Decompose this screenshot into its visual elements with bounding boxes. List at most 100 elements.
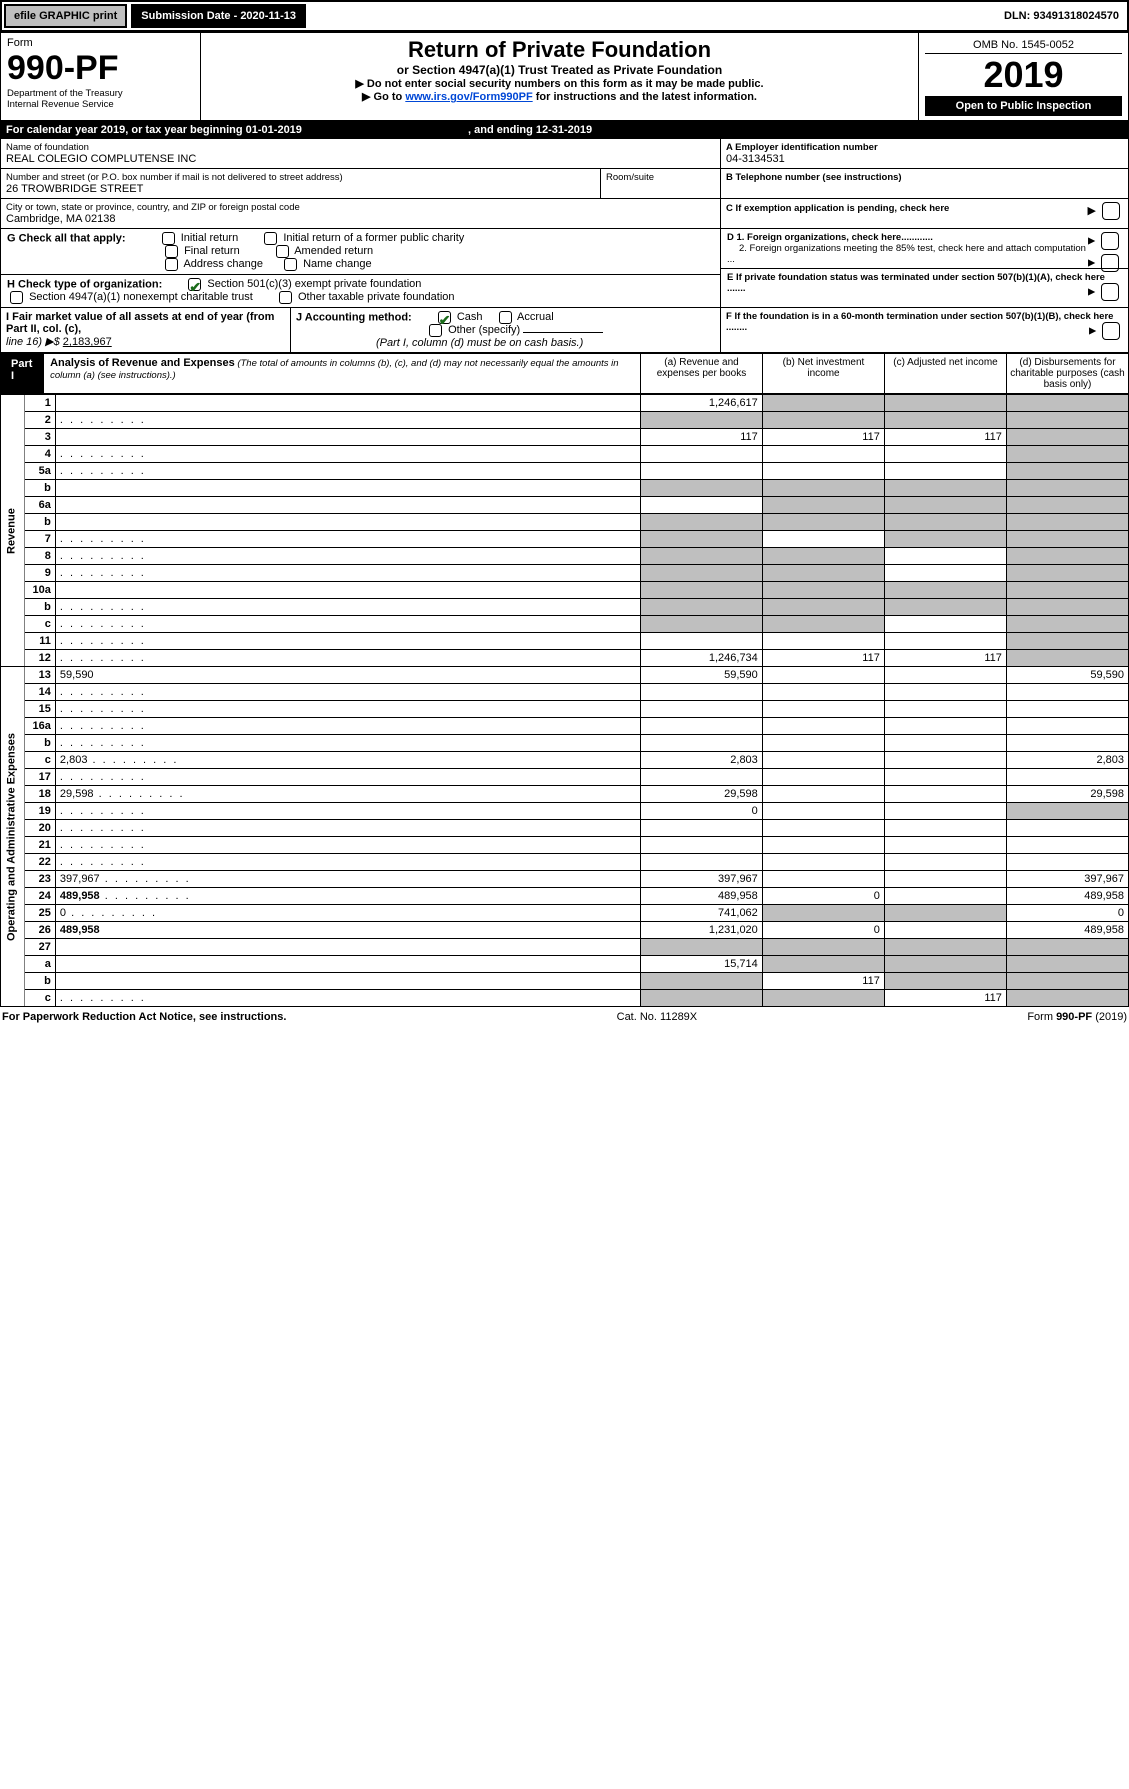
- row-desc: [55, 548, 640, 565]
- row-number: 5a: [25, 463, 56, 480]
- cell-b: [762, 786, 884, 803]
- table-row: b: [1, 599, 1129, 616]
- g-address-change-checkbox[interactable]: [165, 258, 178, 271]
- cell-d: [1006, 548, 1128, 565]
- table-row: a15,714: [1, 956, 1129, 973]
- cell-d: [1006, 803, 1128, 820]
- cell-c: [884, 582, 1006, 599]
- cell-d: [1006, 820, 1128, 837]
- efile-print-button[interactable]: efile GRAPHIC print: [4, 4, 127, 28]
- row-desc: [55, 412, 640, 429]
- row-number: c: [25, 752, 56, 769]
- cell-b: [762, 480, 884, 497]
- g-opt-0: Initial return: [181, 232, 238, 244]
- cell-c: [884, 820, 1006, 837]
- row-number: 21: [25, 837, 56, 854]
- h-other-taxable-checkbox[interactable]: [279, 291, 292, 304]
- row-desc: 397,967: [55, 871, 640, 888]
- cell-c: [884, 854, 1006, 871]
- row-desc: 489,958: [55, 922, 640, 939]
- c-label: C If exemption application is pending, c…: [726, 203, 949, 214]
- cell-d: [1006, 990, 1128, 1007]
- city-state-zip: Cambridge, MA 02138: [6, 213, 715, 225]
- j-cash-label: Cash: [457, 311, 483, 323]
- h-opt-2: Section 4947(a)(1) nonexempt charitable …: [29, 291, 253, 303]
- cell-b: [762, 990, 884, 1007]
- row-desc: [55, 565, 640, 582]
- h-501c3-checkbox[interactable]: ✔: [188, 278, 201, 291]
- j-cash-checkbox[interactable]: ✔: [438, 311, 451, 324]
- row-number: 12: [25, 650, 56, 667]
- table-row: 21: [1, 837, 1129, 854]
- cell-a: 1,231,020: [640, 922, 762, 939]
- row-desc: [55, 463, 640, 480]
- g-initial-return-checkbox[interactable]: [162, 232, 175, 245]
- part1-label: Part I: [1, 354, 44, 393]
- cell-b: [762, 616, 884, 633]
- cell-c: 117: [884, 990, 1006, 1007]
- dln-label: DLN: 93491318024570: [996, 6, 1127, 26]
- form990pf-link[interactable]: www.irs.gov/Form990PF: [405, 91, 532, 103]
- g-amended-checkbox[interactable]: [276, 245, 289, 258]
- g-initial-former-checkbox[interactable]: [264, 232, 277, 245]
- cell-a: [640, 973, 762, 990]
- d1-checkbox[interactable]: [1101, 232, 1119, 250]
- cell-d: [1006, 701, 1128, 718]
- row-number: 10a: [25, 582, 56, 599]
- cell-a: [640, 446, 762, 463]
- cell-c: [884, 565, 1006, 582]
- row-desc: [55, 514, 640, 531]
- ghde-row: G Check all that apply: Initial return I…: [0, 229, 1129, 308]
- h-4947-checkbox[interactable]: [10, 291, 23, 304]
- e-checkbox[interactable]: [1101, 283, 1119, 301]
- cell-a: 1,246,734: [640, 650, 762, 667]
- table-row: 11: [1, 633, 1129, 650]
- cell-d: [1006, 718, 1128, 735]
- h-opt-3: Other taxable private foundation: [298, 291, 455, 303]
- i-fmv-value: 2,183,967: [63, 336, 112, 348]
- cell-a: [640, 514, 762, 531]
- g-final-return-checkbox[interactable]: [165, 245, 178, 258]
- cell-b: [762, 463, 884, 480]
- cell-a: [640, 531, 762, 548]
- f-checkbox[interactable]: [1102, 322, 1120, 340]
- row-number: 15: [25, 701, 56, 718]
- cell-b: [762, 684, 884, 701]
- col-b-header: (b) Net investment income: [763, 354, 885, 393]
- cell-c: [884, 956, 1006, 973]
- j-other-field[interactable]: [523, 332, 603, 333]
- row-desc: [55, 701, 640, 718]
- i-line16: line 16) ▶$: [6, 336, 60, 348]
- g-name-change-checkbox[interactable]: [284, 258, 297, 271]
- c-checkbox[interactable]: [1102, 202, 1120, 220]
- cell-c: [884, 497, 1006, 514]
- cell-d: 489,958: [1006, 888, 1128, 905]
- table-row: 7: [1, 531, 1129, 548]
- cell-c: [884, 803, 1006, 820]
- row-number: 8: [25, 548, 56, 565]
- cell-b: [762, 599, 884, 616]
- row-desc: [55, 990, 640, 1007]
- top-bar: efile GRAPHIC print Submission Date - 20…: [0, 0, 1129, 32]
- j-other-label: Other (specify): [448, 324, 520, 336]
- row-desc: [55, 531, 640, 548]
- table-row: 2: [1, 412, 1129, 429]
- j-accrual-checkbox[interactable]: [499, 311, 512, 324]
- cell-d: 2,803: [1006, 752, 1128, 769]
- cell-b: [762, 633, 884, 650]
- cell-d: [1006, 446, 1128, 463]
- cell-a: 59,590: [640, 667, 762, 684]
- city-label: City or town, state or province, country…: [6, 202, 715, 213]
- cell-b: [762, 735, 884, 752]
- calendar-year-band: For calendar year 2019, or tax year begi…: [0, 121, 1129, 139]
- j-other-checkbox[interactable]: [429, 324, 442, 337]
- cell-c: [884, 633, 1006, 650]
- cell-a: [640, 599, 762, 616]
- table-row: 20: [1, 820, 1129, 837]
- g-opt-5: Name change: [303, 258, 372, 270]
- d2-checkbox[interactable]: [1101, 254, 1119, 272]
- cell-a: [640, 497, 762, 514]
- part1-table: Revenue11,246,6172311711711745ab6ab78910…: [0, 394, 1129, 1007]
- expenses-section-label: Operating and Administrative Expenses: [1, 667, 25, 1007]
- table-row: 6a: [1, 497, 1129, 514]
